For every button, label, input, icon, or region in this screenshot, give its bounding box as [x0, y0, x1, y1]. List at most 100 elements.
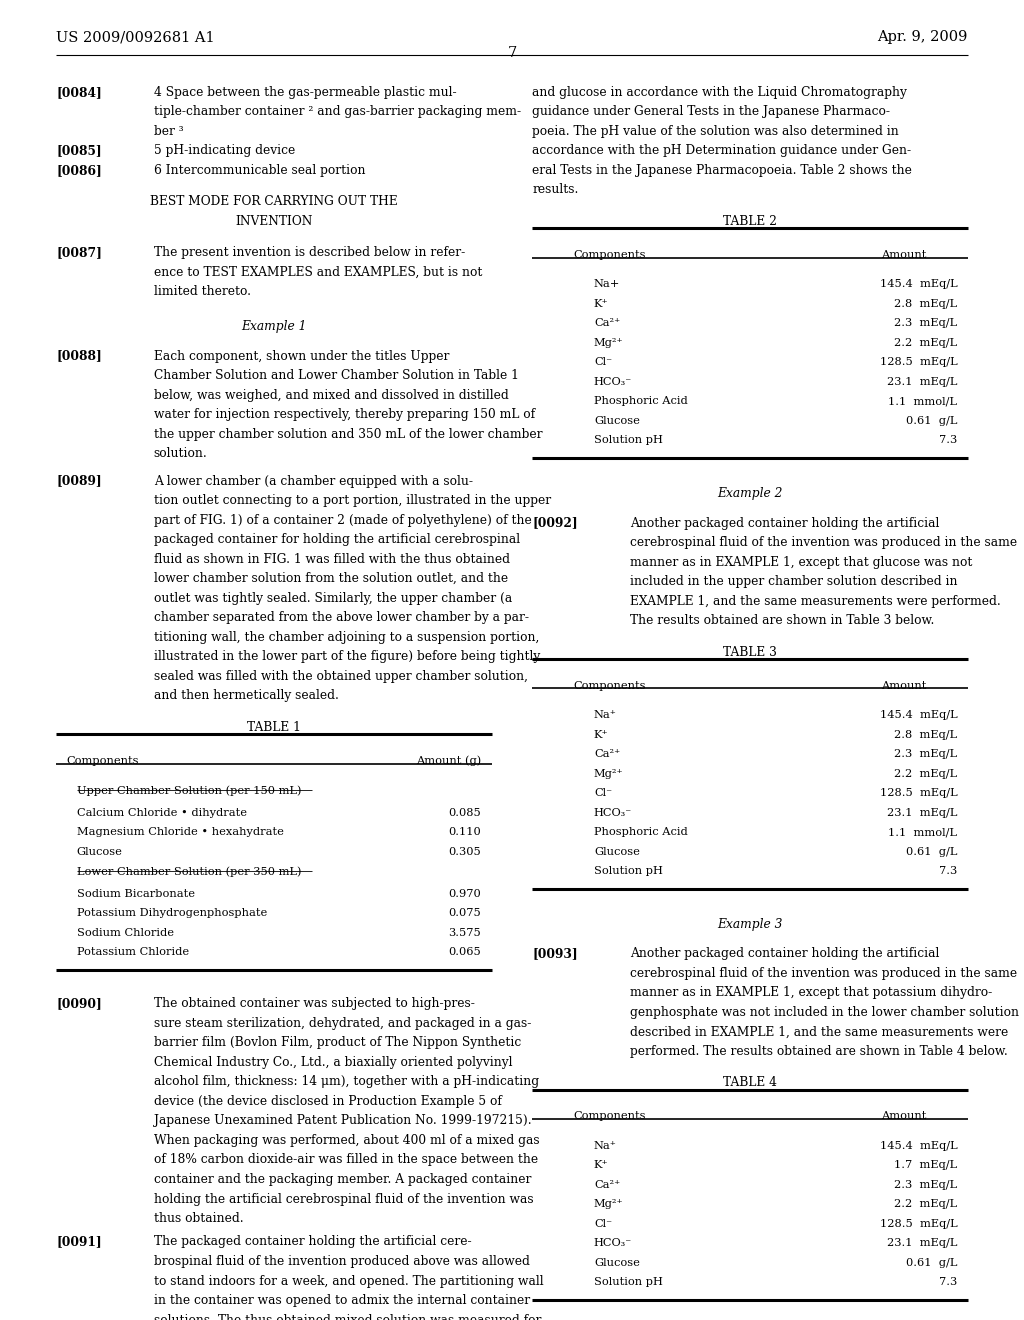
Text: illustrated in the lower part of the figure) before being tightly: illustrated in the lower part of the fig…: [154, 651, 540, 664]
Text: [0091]: [0091]: [56, 1236, 102, 1249]
Text: sure steam sterilization, dehydrated, and packaged in a gas-: sure steam sterilization, dehydrated, an…: [154, 1016, 531, 1030]
Text: chamber separated from the above lower chamber by a par-: chamber separated from the above lower c…: [154, 611, 528, 624]
Text: TABLE 1: TABLE 1: [247, 721, 301, 734]
Text: 1.1  mmol/L: 1.1 mmol/L: [889, 828, 957, 837]
Text: TABLE 2: TABLE 2: [723, 215, 777, 228]
Text: Cl⁻: Cl⁻: [594, 358, 612, 367]
Text: Another packaged container holding the artificial: Another packaged container holding the a…: [630, 516, 939, 529]
Text: Components: Components: [573, 249, 646, 260]
Text: [0090]: [0090]: [56, 997, 102, 1010]
Text: [0093]: [0093]: [532, 948, 579, 961]
Text: Example 1: Example 1: [242, 321, 306, 333]
Text: 7.3: 7.3: [939, 436, 957, 445]
Text: Amount: Amount: [882, 681, 927, 690]
Text: K⁺: K⁺: [594, 298, 608, 309]
Text: eral Tests in the Japanese Pharmacopoeia. Table 2 shows the: eral Tests in the Japanese Pharmacopoeia…: [532, 164, 912, 177]
Text: 0.305: 0.305: [449, 846, 481, 857]
Text: 0.970: 0.970: [449, 888, 481, 899]
Text: manner as in EXAMPLE 1, except that glucose was not: manner as in EXAMPLE 1, except that gluc…: [630, 556, 972, 569]
Text: 23.1  mEq/L: 23.1 mEq/L: [887, 378, 957, 387]
Text: 128.5  mEq/L: 128.5 mEq/L: [880, 358, 957, 367]
Text: Phosphoric Acid: Phosphoric Acid: [594, 828, 688, 837]
Text: [0089]: [0089]: [56, 475, 102, 487]
Text: TABLE 3: TABLE 3: [723, 645, 777, 659]
Text: part of FIG. 1) of a container 2 (made of polyethylene) of the: part of FIG. 1) of a container 2 (made o…: [154, 513, 531, 527]
Text: EXAMPLE 1, and the same measurements were performed.: EXAMPLE 1, and the same measurements wer…: [630, 595, 1000, 607]
Text: Each component, shown under the titles Upper: Each component, shown under the titles U…: [154, 350, 449, 363]
Text: 2.8  mEq/L: 2.8 mEq/L: [894, 730, 957, 739]
Text: 7: 7: [507, 46, 517, 61]
Text: [0092]: [0092]: [532, 516, 579, 529]
Text: the upper chamber solution and 350 mL of the lower chamber: the upper chamber solution and 350 mL of…: [154, 428, 542, 441]
Text: of 18% carbon dioxide-air was filled in the space between the: of 18% carbon dioxide-air was filled in …: [154, 1154, 538, 1167]
Text: genphosphate was not included in the lower chamber solution: genphosphate was not included in the low…: [630, 1006, 1019, 1019]
Text: Glucose: Glucose: [77, 846, 123, 857]
Text: limited thereto.: limited thereto.: [154, 285, 251, 298]
Text: cerebrospinal fluid of the invention was produced in the same: cerebrospinal fluid of the invention was…: [630, 536, 1017, 549]
Text: Magnesium Chloride • hexahydrate: Magnesium Chloride • hexahydrate: [77, 828, 284, 837]
Text: Mg²⁺: Mg²⁺: [594, 1200, 624, 1209]
Text: A lower chamber (a chamber equipped with a solu-: A lower chamber (a chamber equipped with…: [154, 475, 473, 487]
Text: water for injection respectively, thereby preparing 150 mL of: water for injection respectively, thereb…: [154, 408, 535, 421]
Text: alcohol film, thickness: 14 μm), together with a pH-indicating: alcohol film, thickness: 14 μm), togethe…: [154, 1076, 539, 1088]
Text: Chemical Industry Co., Ltd., a biaxially oriented polyvinyl: Chemical Industry Co., Ltd., a biaxially…: [154, 1056, 512, 1069]
Text: ence to TEST EXAMPLES and EXAMPLES, but is not: ence to TEST EXAMPLES and EXAMPLES, but …: [154, 265, 482, 279]
Text: The present invention is described below in refer-: The present invention is described below…: [154, 246, 465, 259]
Text: solution.: solution.: [154, 447, 207, 461]
Text: and then hermetically sealed.: and then hermetically sealed.: [154, 689, 339, 702]
Text: Sodium Bicarbonate: Sodium Bicarbonate: [77, 888, 195, 899]
Text: Example 3: Example 3: [718, 917, 782, 931]
Text: HCO₃⁻: HCO₃⁻: [594, 808, 632, 817]
Text: Solution pH: Solution pH: [594, 1278, 663, 1287]
Text: Solution pH: Solution pH: [594, 436, 663, 445]
Text: outlet was tightly sealed. Similarly, the upper chamber (a: outlet was tightly sealed. Similarly, th…: [154, 591, 512, 605]
Text: fluid as shown in FIG. 1 was filled with the thus obtained: fluid as shown in FIG. 1 was filled with…: [154, 553, 510, 566]
Text: INVENTION: INVENTION: [236, 215, 312, 228]
Text: in the container was opened to admix the internal container: in the container was opened to admix the…: [154, 1294, 529, 1307]
Text: 7.3: 7.3: [939, 1278, 957, 1287]
Text: When packaging was performed, about 400 ml of a mixed gas: When packaging was performed, about 400 …: [154, 1134, 540, 1147]
Text: K⁺: K⁺: [594, 730, 608, 739]
Text: 2.3  mEq/L: 2.3 mEq/L: [894, 748, 957, 759]
Text: 2.2  mEq/L: 2.2 mEq/L: [894, 1200, 957, 1209]
Text: Solution pH: Solution pH: [594, 866, 663, 876]
Text: poeia. The pH value of the solution was also determined in: poeia. The pH value of the solution was …: [532, 125, 899, 137]
Text: included in the upper chamber solution described in: included in the upper chamber solution d…: [630, 576, 957, 589]
Text: Sodium Chloride: Sodium Chloride: [77, 928, 174, 937]
Text: 23.1  mEq/L: 23.1 mEq/L: [887, 808, 957, 817]
Text: tion outlet connecting to a port portion, illustrated in the upper: tion outlet connecting to a port portion…: [154, 494, 551, 507]
Text: barrier film (Bovlon Film, product of The Nippon Synthetic: barrier film (Bovlon Film, product of Th…: [154, 1036, 521, 1049]
Text: 3.575: 3.575: [449, 928, 481, 937]
Text: Potassium Dihydrogenphosphate: Potassium Dihydrogenphosphate: [77, 908, 267, 919]
Text: 1.7  mEq/L: 1.7 mEq/L: [894, 1160, 957, 1171]
Text: results.: results.: [532, 183, 579, 197]
Text: Chamber Solution and Lower Chamber Solution in Table 1: Chamber Solution and Lower Chamber Solut…: [154, 370, 518, 381]
Text: 2.3  mEq/L: 2.3 mEq/L: [894, 1180, 957, 1189]
Text: Ca²⁺: Ca²⁺: [594, 1180, 621, 1189]
Text: 2.8  mEq/L: 2.8 mEq/L: [894, 298, 957, 309]
Text: 2.3  mEq/L: 2.3 mEq/L: [894, 318, 957, 329]
Text: Na+: Na+: [594, 280, 621, 289]
Text: [0088]: [0088]: [56, 350, 102, 363]
Text: 0.61  g/L: 0.61 g/L: [906, 416, 957, 426]
Text: 145.4  mEq/L: 145.4 mEq/L: [880, 710, 957, 719]
Text: container and the packaging member. A packaged container: container and the packaging member. A pa…: [154, 1173, 531, 1185]
Text: 2.2  mEq/L: 2.2 mEq/L: [894, 768, 957, 779]
Text: 128.5  mEq/L: 128.5 mEq/L: [880, 1218, 957, 1229]
Text: Another packaged container holding the artificial: Another packaged container holding the a…: [630, 948, 939, 961]
Text: 145.4  mEq/L: 145.4 mEq/L: [880, 280, 957, 289]
Text: Upper Chamber Solution (per 150 mL): Upper Chamber Solution (per 150 mL): [77, 785, 301, 796]
Text: 145.4  mEq/L: 145.4 mEq/L: [880, 1140, 957, 1151]
Text: HCO₃⁻: HCO₃⁻: [594, 1238, 632, 1249]
Text: Ca²⁺: Ca²⁺: [594, 748, 621, 759]
Text: US 2009/0092681 A1: US 2009/0092681 A1: [56, 30, 215, 45]
Text: 23.1  mEq/L: 23.1 mEq/L: [887, 1238, 957, 1249]
Text: device (the device disclosed in Production Example 5 of: device (the device disclosed in Producti…: [154, 1094, 502, 1107]
Text: cerebrospinal fluid of the invention was produced in the same: cerebrospinal fluid of the invention was…: [630, 966, 1017, 979]
Text: [0086]: [0086]: [56, 164, 102, 177]
Text: tiple-chamber container ² and gas-barrier packaging mem-: tiple-chamber container ² and gas-barrie…: [154, 106, 521, 119]
Text: 0.110: 0.110: [449, 828, 481, 837]
Text: 0.085: 0.085: [449, 808, 481, 817]
Text: Na⁺: Na⁺: [594, 710, 616, 719]
Text: solutions. The thus obtained mixed solution was measured for: solutions. The thus obtained mixed solut…: [154, 1313, 541, 1320]
